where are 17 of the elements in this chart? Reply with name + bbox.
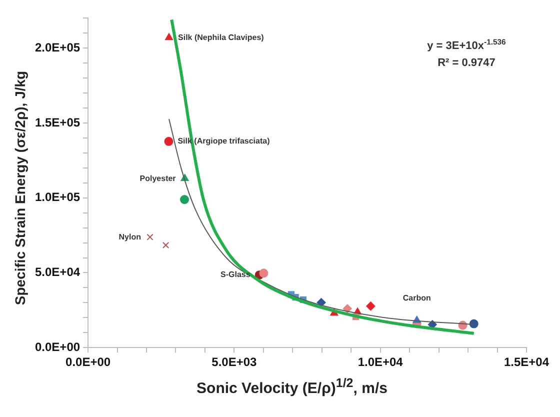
- y-tick-label: 0.0E+00: [34, 340, 80, 354]
- x-axis-title: Sonic Velocity (E/ρ)$^{1/2}$, m/s: [196, 376, 388, 397]
- y-axis-title: Specific Strain Energy (σε/2ρ), J/kg: [12, 70, 28, 306]
- annotation: Carbon: [402, 294, 431, 303]
- annotation: Polyester: [140, 174, 176, 183]
- annotation: S-Glass: [220, 270, 251, 280]
- y-tick-label: 2.0E+05: [34, 40, 80, 54]
- x-tick-label: 5.0E+03: [212, 355, 258, 370]
- x-tick-label: 0.0E+00: [66, 355, 111, 370]
- x-tick-label: 1.5E+04: [504, 355, 550, 370]
- annotation: R² = 0.9747: [438, 57, 496, 70]
- y-tick-label: 1.5E+05: [34, 115, 80, 130]
- x-tick-label: 1.0E+04: [358, 355, 404, 370]
- annotation: Silk (Nephila Clavipes): [178, 32, 264, 42]
- annotation: Nylon: [118, 232, 142, 242]
- y-tick-label: 1.0E+05: [34, 190, 80, 204]
- y-tick-label: 5.0E+04: [34, 265, 80, 280]
